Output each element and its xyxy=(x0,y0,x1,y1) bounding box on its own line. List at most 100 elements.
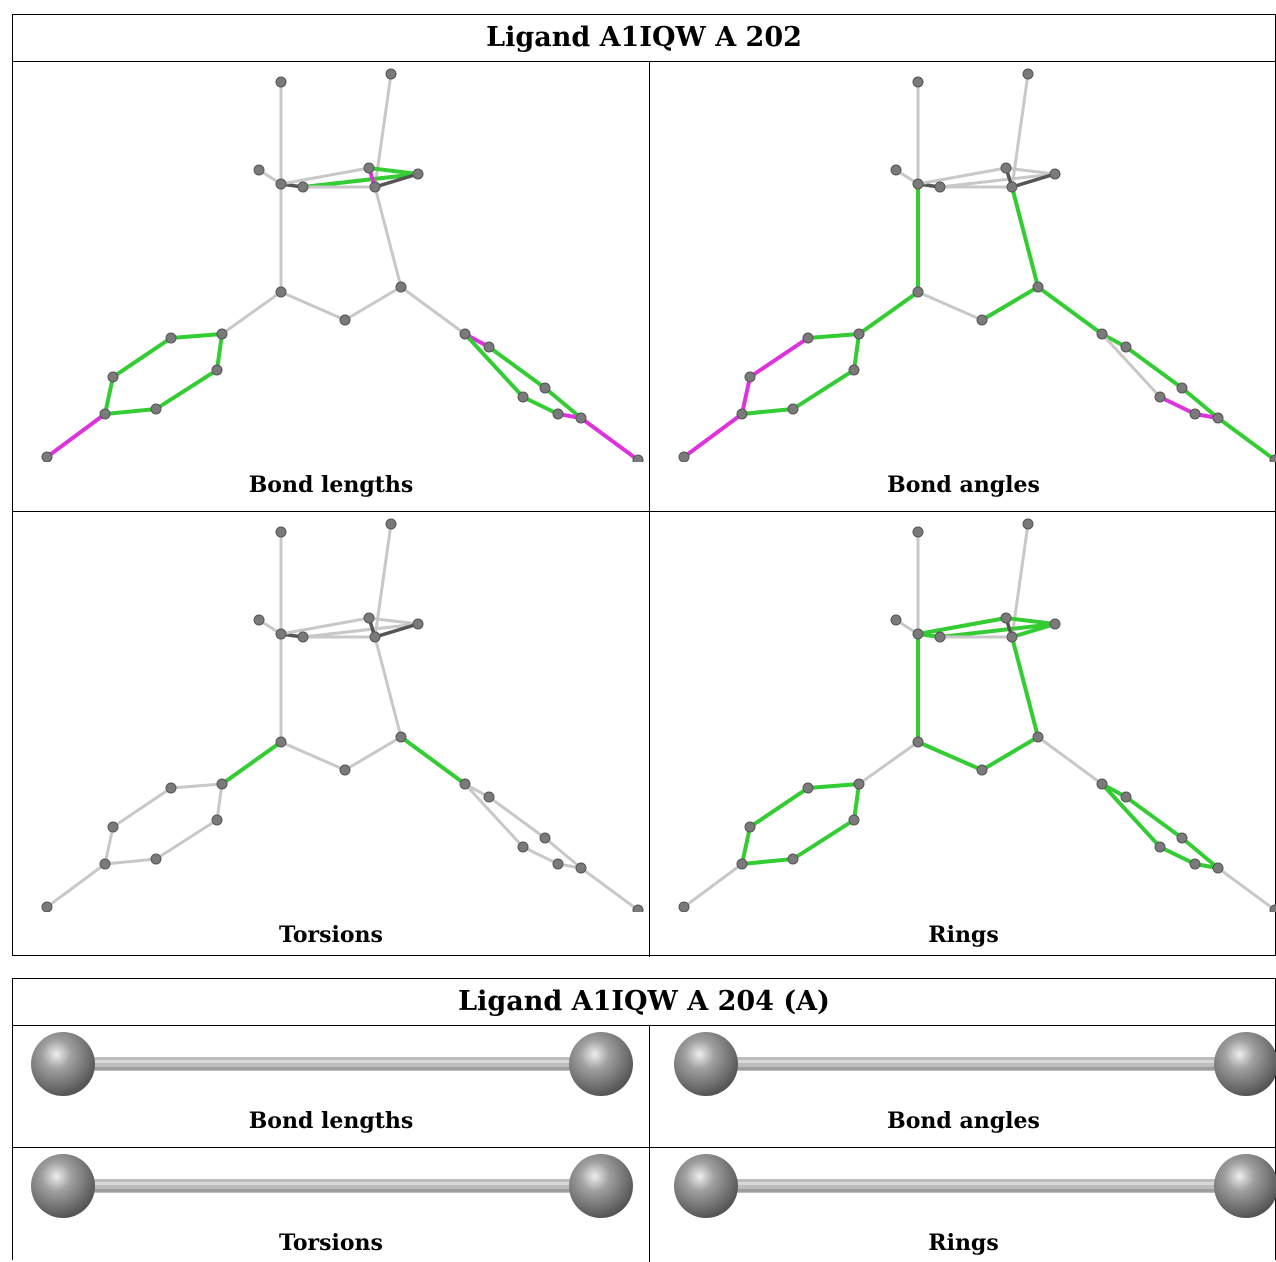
atom xyxy=(275,628,287,640)
bond xyxy=(279,166,371,186)
atom xyxy=(1269,904,1276,912)
bond xyxy=(748,786,810,829)
atom xyxy=(517,391,529,403)
bond xyxy=(706,1067,1246,1070)
bond xyxy=(938,622,1057,639)
atom xyxy=(787,853,799,865)
bond xyxy=(399,285,467,336)
atom xyxy=(890,614,902,626)
bond xyxy=(1180,836,1220,870)
atom xyxy=(165,782,177,794)
atom xyxy=(483,791,495,803)
bond xyxy=(682,412,744,459)
bond xyxy=(579,416,640,462)
atom xyxy=(369,631,381,643)
atom xyxy=(1214,1032,1276,1096)
atom xyxy=(1096,328,1108,340)
bond xyxy=(63,1060,601,1063)
atom xyxy=(275,178,287,190)
bond xyxy=(980,735,1040,772)
bond xyxy=(938,172,1057,189)
bond xyxy=(103,825,115,866)
cell-label: Bond lengths xyxy=(248,1108,414,1134)
atom xyxy=(211,364,223,376)
atom xyxy=(539,382,551,394)
bond xyxy=(916,290,984,322)
diatomic-view xyxy=(674,1154,1276,1218)
ligand-grid: Bond lengths Bond angles Torsions Rings xyxy=(13,62,1276,957)
atom xyxy=(216,328,228,340)
atom xyxy=(552,858,564,870)
cell-rings: Rings xyxy=(650,1148,1276,1262)
atom xyxy=(1022,518,1034,530)
bond xyxy=(1036,735,1104,786)
atom xyxy=(107,371,119,383)
cell-torsions: Torsions xyxy=(13,512,649,957)
atom xyxy=(736,408,748,420)
bond xyxy=(154,818,219,861)
atom xyxy=(369,181,381,193)
cell-bond-angles: Bond angles xyxy=(650,62,1276,511)
atom xyxy=(976,764,988,776)
atom xyxy=(275,526,287,538)
atom xyxy=(275,286,287,298)
bond xyxy=(63,1189,601,1192)
atom xyxy=(1120,791,1132,803)
cell-label: Rings xyxy=(928,1230,999,1256)
atom xyxy=(395,281,407,293)
atom xyxy=(912,736,924,748)
bond xyxy=(463,332,525,399)
bond xyxy=(463,782,525,849)
atom xyxy=(848,364,860,376)
atom xyxy=(802,332,814,344)
cell-label: Bond angles xyxy=(887,472,1040,498)
atom xyxy=(678,901,690,912)
atom xyxy=(1214,1154,1276,1218)
bond xyxy=(154,368,219,411)
ligand-panel-204: Ligand A1IQW A 204 (A) Bond lengths Bond… xyxy=(12,978,1276,1262)
atom xyxy=(31,1154,95,1218)
atom xyxy=(575,412,587,424)
cell-bond-angles: Bond angles xyxy=(650,1026,1276,1147)
atom xyxy=(99,858,111,870)
bond xyxy=(706,1189,1246,1192)
atom xyxy=(41,451,53,462)
bond xyxy=(521,395,560,416)
atom xyxy=(216,778,228,790)
bond xyxy=(63,1067,601,1070)
bond xyxy=(487,795,547,840)
bond xyxy=(1216,416,1276,462)
bond xyxy=(1010,172,1057,189)
bond xyxy=(301,172,420,189)
atom xyxy=(575,862,587,874)
atom xyxy=(31,1032,95,1096)
bond xyxy=(791,818,856,861)
atom xyxy=(787,403,799,415)
bond xyxy=(63,1182,601,1185)
atom xyxy=(1000,612,1012,624)
atom xyxy=(569,1154,633,1218)
atom xyxy=(912,76,924,88)
atom xyxy=(1189,408,1201,420)
bond xyxy=(543,836,583,870)
atom xyxy=(552,408,564,420)
cell-bond-lengths: Bond lengths xyxy=(13,62,649,511)
cell-label: Torsions xyxy=(279,922,383,948)
atom xyxy=(1049,168,1061,180)
atom xyxy=(253,614,265,626)
atom xyxy=(1049,618,1061,630)
atom xyxy=(934,181,946,193)
atom xyxy=(802,782,814,794)
bond xyxy=(103,375,115,416)
atom xyxy=(1154,391,1166,403)
atom xyxy=(934,631,946,643)
bond xyxy=(279,290,347,322)
atom xyxy=(150,853,162,865)
atom xyxy=(1154,841,1166,853)
bond xyxy=(682,862,744,909)
bond xyxy=(45,862,107,909)
atom xyxy=(853,328,865,340)
atom xyxy=(211,814,223,826)
atom xyxy=(1212,862,1224,874)
atom xyxy=(1022,68,1034,80)
